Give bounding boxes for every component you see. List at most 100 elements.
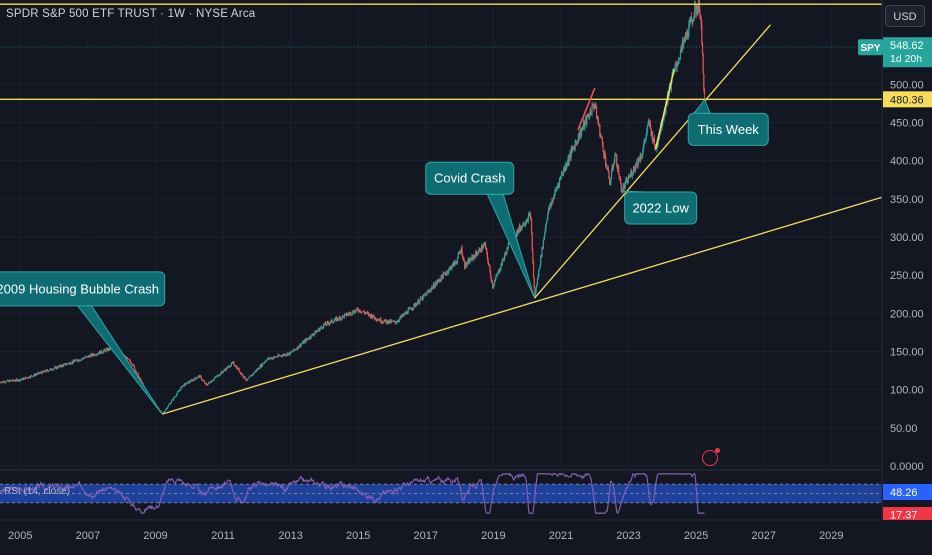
candle-body (595, 106, 597, 108)
candle-body (319, 328, 321, 332)
candle-body (163, 411, 165, 413)
candle-body (565, 164, 567, 168)
candle-body (310, 334, 312, 338)
candle-body (202, 380, 205, 382)
candle-body (176, 392, 179, 394)
candle-body (222, 371, 224, 373)
candle-body (274, 356, 277, 358)
candle-body (670, 89, 672, 90)
candle-body (698, 0, 700, 11)
candle-body (245, 379, 247, 381)
callout-housing[interactable]: 2009 Housing Bubble Crash (0, 271, 166, 415)
candle-body (534, 292, 537, 298)
candle-body (180, 387, 182, 391)
time-tick-label: 2029 (819, 530, 843, 542)
last-price-text: 548.62 (890, 40, 924, 52)
trendline[interactable] (534, 24, 771, 299)
candle-body (652, 141, 654, 142)
candle-body (296, 348, 298, 350)
candle-body (357, 308, 359, 311)
candle-body (584, 120, 586, 128)
candle-body (428, 290, 431, 292)
candle-body (633, 166, 635, 170)
candle-body (360, 312, 362, 313)
candle-body (589, 110, 591, 117)
candle-body (581, 129, 583, 136)
candle-body (197, 376, 199, 378)
candle-body (521, 225, 523, 230)
candle-body (368, 313, 370, 316)
candle-body (648, 120, 650, 126)
trend-highlight-line[interactable] (577, 87, 596, 131)
candle-body (621, 191, 623, 193)
candle-body (42, 371, 44, 372)
candle-body (651, 131, 654, 142)
candle-body (504, 252, 506, 257)
candle-body (288, 352, 290, 354)
candle-body (79, 360, 81, 362)
callout-covid[interactable]: Covid Crash (425, 161, 536, 299)
candle-body (256, 369, 258, 372)
trendline[interactable] (162, 196, 883, 415)
candle-body (409, 307, 411, 309)
price-tick-label: 50.00 (890, 423, 918, 435)
candle-body (474, 256, 476, 258)
candle-body (232, 361, 234, 363)
candle-body (47, 370, 49, 372)
candle-body (269, 358, 271, 360)
candle-body (508, 242, 510, 245)
candle-body (489, 266, 491, 272)
candle-body (484, 242, 487, 248)
price-tick-label: 250.00 (890, 270, 924, 282)
candle-body (6, 380, 8, 381)
candle-body (5, 382, 7, 383)
candle-body (336, 317, 338, 321)
candle-body (683, 36, 685, 41)
candle-body (689, 19, 691, 21)
candle-body (408, 308, 411, 310)
callout-low2022[interactable]: 2022 Low (621, 190, 698, 225)
currency-button[interactable]: USD (885, 5, 925, 27)
candle-body (380, 318, 382, 323)
callout-thisweek[interactable]: This Week (687, 98, 769, 146)
candle-body (679, 51, 682, 59)
candle-body (102, 352, 104, 354)
candle-body (66, 363, 69, 365)
candle-body (140, 380, 142, 381)
candle-body (543, 238, 545, 241)
candle-body (279, 355, 281, 357)
alert-bolt-icon[interactable] (702, 448, 720, 466)
candle-body (195, 377, 197, 379)
candle-body (399, 316, 401, 319)
candle-body (370, 314, 372, 318)
candle-body (188, 381, 190, 384)
candle-body (322, 327, 324, 329)
candle-body (649, 123, 651, 126)
candle-body (685, 33, 687, 41)
candle-body (499, 268, 501, 271)
candle-body (465, 262, 467, 269)
candle-body (274, 356, 276, 358)
candle-body (53, 367, 56, 369)
candle-body (304, 339, 307, 342)
candle-body (365, 312, 368, 314)
candle-body (432, 286, 434, 289)
candle-body (533, 277, 535, 289)
candle-body (497, 272, 499, 275)
candle-body (196, 377, 199, 379)
candle-body (308, 339, 310, 340)
candle-body (161, 412, 164, 414)
candle-body (647, 123, 649, 127)
candle-body (605, 157, 607, 166)
candle-body (453, 262, 455, 267)
candle-body (24, 377, 26, 380)
trend-highlight-line[interactable] (654, 68, 675, 150)
candle-body (107, 348, 109, 351)
candle-body (236, 367, 238, 369)
candle-body (527, 219, 529, 222)
candle-body (579, 129, 581, 136)
candle-body (253, 372, 255, 374)
